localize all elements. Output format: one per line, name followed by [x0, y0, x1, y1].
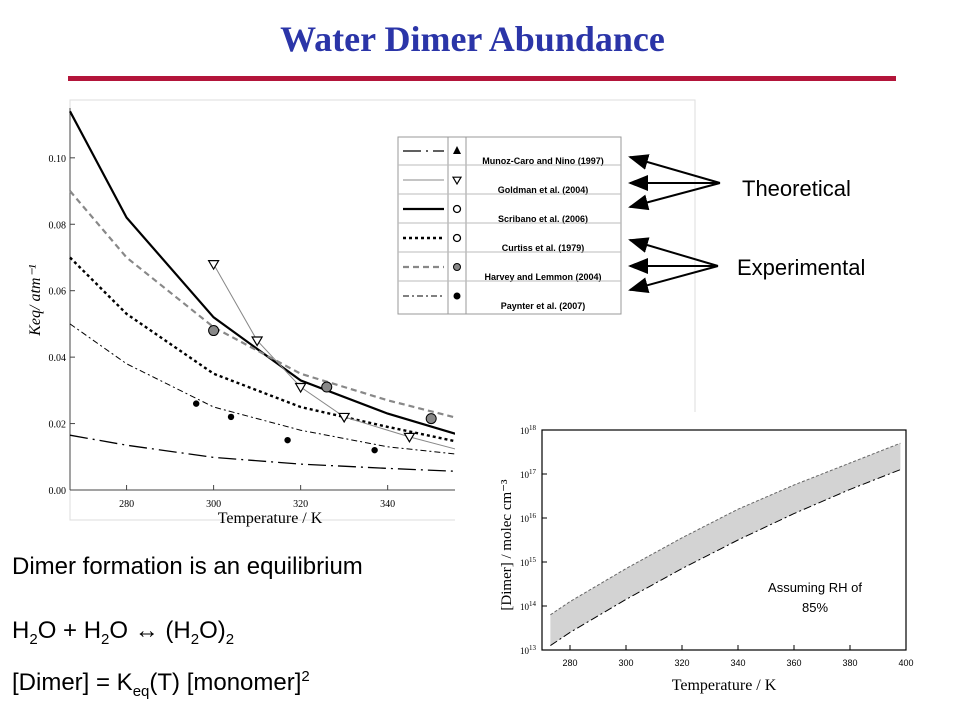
dimer-frame — [541, 429, 907, 651]
keq-triangle-marker — [338, 412, 351, 424]
keq-series-line — [69, 190, 467, 422]
keq-filled-circle-marker — [192, 400, 200, 407]
keq-filled-circle-marker — [284, 436, 291, 444]
title-divider — [68, 76, 896, 81]
dimer-y-label: [Dimer] / molec cm⁻³ — [499, 479, 515, 611]
keq-y-label: Keq/ atm⁻¹ — [27, 264, 44, 337]
dimer-upper-line — [550, 442, 901, 616]
bullet-dimer-equation: [Dimer] = Keq(T) [monomer]2 — [12, 668, 310, 700]
keq-y-tick-label: 0.00 — [49, 486, 67, 497]
bullet-reaction: H2O + H2O ↔ (H2O)2 — [12, 617, 235, 648]
keq-triangle-marker — [294, 382, 307, 394]
legend-marker — [453, 263, 461, 271]
dimer-x-tick-label: 280 — [562, 658, 577, 668]
dimer-band — [550, 443, 901, 646]
experimental-label: Experimental — [737, 255, 866, 280]
keq-y-tick-label: 0.08 — [49, 220, 67, 231]
keq-triangle-marker — [251, 336, 264, 347]
dimer-background — [455, 412, 925, 720]
pointer-arrow — [628, 154, 721, 184]
slide-title: Water Dimer Abundance — [280, 19, 665, 59]
theoretical-label: Theoretical — [742, 176, 851, 201]
keq-x-tick-label: 280 — [119, 499, 134, 510]
keq-series-line — [69, 110, 467, 438]
dimer-x-tick-label: 320 — [674, 658, 689, 668]
legend-entry: Paynter et al. (2007) — [501, 301, 586, 311]
legend-marker — [452, 204, 462, 214]
keq-filled-circle-marker — [227, 413, 235, 421]
legend-entry: Goldman et al. (2004) — [498, 185, 589, 195]
keq-gray-circle-marker — [208, 325, 220, 337]
keq-legend: Munoz-Caro and Nino (1997) Goldman et al.… — [397, 136, 622, 315]
legend-box — [397, 136, 622, 315]
keq-y-tick-label: 0.06 — [49, 287, 67, 298]
legend-marker — [453, 292, 461, 300]
keq-x-tick-label: 320 — [293, 499, 308, 510]
legend-entry: Curtiss et al. (1979) — [502, 243, 585, 253]
keq-series-line — [213, 263, 467, 453]
dimer-chart: 280 300 320 340 360 380 4001013101410151016101… — [455, 412, 925, 720]
keq-x-tick-label: 340 — [380, 499, 395, 510]
keq-triangle-marker — [403, 432, 416, 444]
keq-x-tick-label: 300 — [206, 499, 221, 510]
dimer-x-tick-label: 340 — [730, 658, 745, 668]
pointer-arrow — [628, 237, 719, 267]
legend-entry: Munoz-Caro and Nino (1997) — [482, 156, 604, 166]
dimer-x-label: Temperature / K — [672, 677, 777, 694]
keq-series-line — [69, 323, 467, 456]
keq-chart: 280 300 320 340 0.00 0.02 0.04 0.06 0.08 0.10 Temp… — [27, 99, 696, 527]
pointer-arrow — [628, 265, 719, 293]
rh-annotation: Assuming RH of 85% — [768, 580, 862, 615]
category-arrows — [628, 154, 721, 293]
dimer-x-tick-label: 400 — [898, 658, 913, 668]
keq-triangle-marker — [451, 176, 463, 186]
pointer-arrow — [628, 182, 721, 211]
dimer-lower-line — [550, 469, 901, 647]
keq-series-line — [69, 434, 467, 473]
keq-gray-circle-marker — [321, 381, 333, 393]
keq-y-tick-label: 0.02 — [49, 420, 67, 431]
keq-triangle-marker — [207, 260, 220, 271]
dimer-x-tick-label: 380 — [842, 658, 857, 668]
legend-entry: Harvey and Lemmon (2004) — [484, 272, 601, 282]
legend-marker — [452, 233, 462, 243]
keq-series-line — [69, 256, 467, 445]
keq-filled-circle-marker — [371, 446, 378, 454]
legend-marker — [453, 146, 461, 154]
keq-gray-circle-marker — [425, 413, 437, 425]
dimer-x-tick-label: 300 — [618, 658, 633, 668]
bullet-equilibrium: Dimer formation is an equilibrium — [12, 553, 363, 580]
dimer-x-tick-label: 360 — [786, 658, 801, 668]
legend-entry: Scribano et al. (2006) — [498, 214, 588, 224]
keq-y-tick-label: 0.10 — [49, 154, 67, 165]
keq-x-label: Temperature / K — [218, 510, 323, 527]
keq-y-tick-label: 0.04 — [49, 353, 67, 364]
